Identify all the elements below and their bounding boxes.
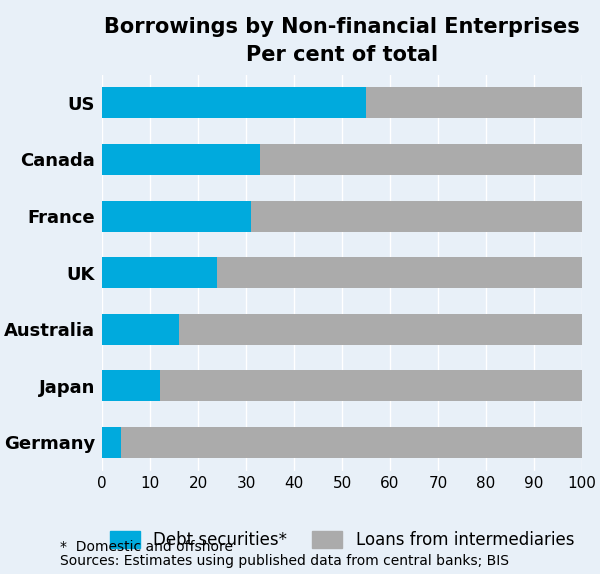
Legend: Debt securities*, Loans from intermediaries: Debt securities*, Loans from intermediar… [110,530,574,549]
Bar [102,427,582,458]
Bar [102,370,582,401]
Bar [102,257,217,288]
Bar [102,87,582,118]
Title: Borrowings by Non-financial Enterprises
Per cent of total: Borrowings by Non-financial Enterprises … [104,17,580,65]
Text: Sources: Estimates using published data from central banks; BIS: Sources: Estimates using published data … [60,554,509,568]
Bar [102,370,160,401]
Text: *  Domestic and offshore: * Domestic and offshore [60,540,233,553]
Bar [102,144,582,175]
Bar [102,313,582,345]
Bar [102,87,366,118]
Bar [102,200,251,232]
Bar [102,144,260,175]
Bar [102,427,121,458]
Bar [102,313,179,345]
Bar [102,257,582,288]
Bar [102,200,582,232]
